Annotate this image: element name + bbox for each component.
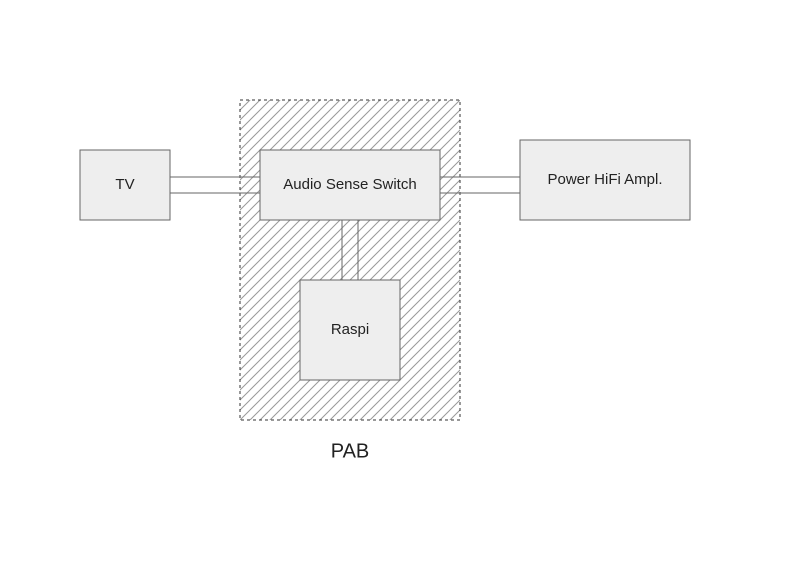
ass-label: Audio Sense Switch (283, 176, 416, 193)
pab-label: PAB (331, 440, 370, 462)
raspi-label: Raspi (331, 321, 369, 338)
amp-label: Power HiFi Ampl. (547, 171, 662, 188)
tv-label: TV (115, 176, 134, 193)
